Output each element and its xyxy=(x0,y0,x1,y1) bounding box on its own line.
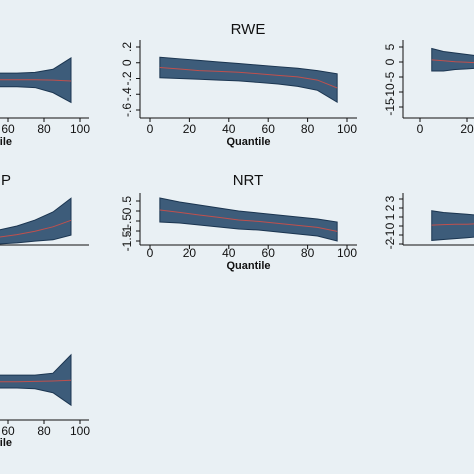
y-tick-label: -5 xyxy=(383,71,397,82)
x-tick-label: 100 xyxy=(70,424,90,438)
y-tick-label: -1 xyxy=(383,229,397,240)
y-tick-label: 0 xyxy=(383,222,397,229)
estimate-line xyxy=(159,209,338,232)
x-tick-label: 60 xyxy=(262,122,276,136)
x-tick-label: 0 xyxy=(417,122,424,136)
panel-title: RWE xyxy=(231,21,266,38)
x-tick-label: 40 xyxy=(222,122,236,136)
confidence-band xyxy=(431,210,474,241)
x-tick-label: 20 xyxy=(183,122,197,136)
estimate-line xyxy=(431,59,474,64)
y-tick-label: -10 xyxy=(383,83,397,101)
estimate-line xyxy=(0,219,72,238)
y-tick-label: 5 xyxy=(383,43,397,50)
y-tick-label: 0 xyxy=(383,58,397,65)
x-axis-label: Quantile xyxy=(0,437,12,449)
y-tick-label: -15 xyxy=(383,98,397,116)
x-tick-label: 100 xyxy=(337,246,357,260)
confidence-band xyxy=(431,47,474,72)
y-tick-label: -1.5 xyxy=(120,230,134,251)
y-tick-label: -1 xyxy=(120,225,134,236)
x-tick-label: 100 xyxy=(70,122,90,136)
y-tick-label: -.6 xyxy=(120,103,134,117)
confidence-band xyxy=(0,197,72,245)
x-tick-label: 20 xyxy=(460,122,474,136)
y-tick-label: -.5 xyxy=(120,214,134,228)
x-tick-label: 0 xyxy=(147,122,154,136)
x-tick-label: 80 xyxy=(37,424,51,438)
y-tick-label: 0 xyxy=(120,207,134,214)
y-tick-label: -.4 xyxy=(120,87,134,101)
x-tick-label: 20 xyxy=(183,246,197,260)
x-axis-label: Quantile xyxy=(0,136,12,148)
x-tick-label: 100 xyxy=(337,122,357,136)
x-tick-label: 60 xyxy=(1,424,15,438)
confidence-band xyxy=(0,353,72,407)
panel-title: NRT xyxy=(233,172,264,189)
y-tick-label: 0 xyxy=(120,59,134,66)
panel-title: P xyxy=(1,172,11,189)
estimate-line xyxy=(0,79,72,82)
estimate-line xyxy=(431,223,474,226)
x-axis-label: Quantile xyxy=(226,136,270,148)
y-tick-label: .5 xyxy=(120,196,134,206)
y-tick-label: -.2 xyxy=(120,71,134,85)
confidence-band xyxy=(159,197,338,242)
x-axis-label: Quantile xyxy=(226,260,270,272)
y-tick-label: 2 xyxy=(383,204,397,211)
x-tick-label: 60 xyxy=(262,246,276,260)
estimate-line xyxy=(0,379,72,383)
x-tick-label: 40 xyxy=(222,246,236,260)
estimate-line xyxy=(159,66,338,89)
x-tick-label: 80 xyxy=(37,122,51,136)
x-tick-label: 60 xyxy=(1,122,15,136)
confidence-band xyxy=(159,56,338,104)
x-tick-label: 80 xyxy=(301,122,315,136)
y-tick-label: .2 xyxy=(120,42,134,52)
x-tick-label: 0 xyxy=(147,246,154,260)
y-tick-label: 3 xyxy=(383,195,397,202)
y-tick-label: 1 xyxy=(383,213,397,220)
x-tick-label: 80 xyxy=(301,246,315,260)
y-tick-label: -2 xyxy=(383,238,397,249)
